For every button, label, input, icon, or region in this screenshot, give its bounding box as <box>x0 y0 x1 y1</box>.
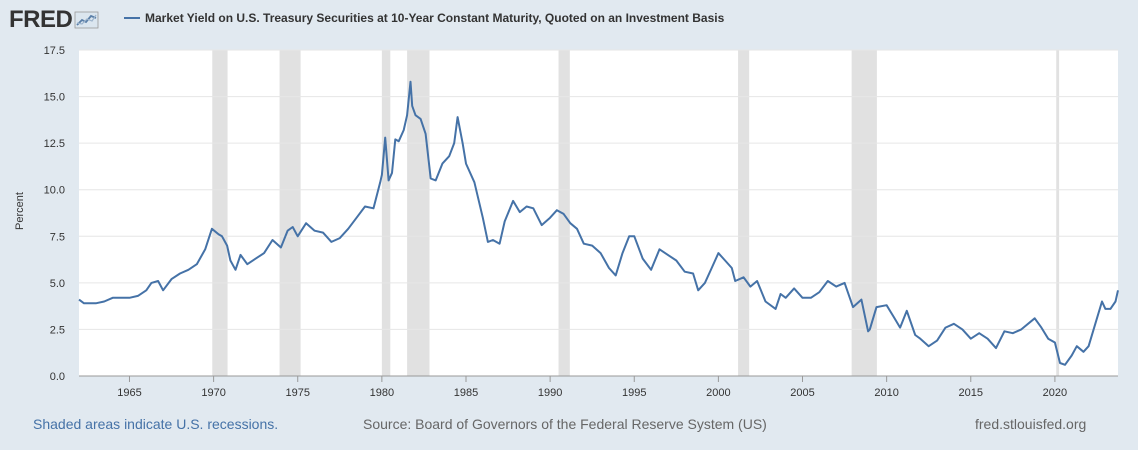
y-axis-label: Percent <box>14 192 26 230</box>
recession-band <box>279 50 301 376</box>
line-chart: Percent 0.0 2.5 5.0 7.5 10.0 12.5 15.0 17.5 1965… <box>14 45 1119 399</box>
y-tick-label: 15.0 <box>44 92 65 104</box>
recession-band <box>407 50 430 376</box>
x-tick-label: 1995 <box>622 387 646 399</box>
series-line <box>78 80 1119 366</box>
y-tick-label: 2.5 <box>50 324 65 336</box>
recession-band <box>212 50 228 376</box>
x-tick-label: 2005 <box>790 387 814 399</box>
recession-band <box>738 50 750 376</box>
recession-band <box>381 50 391 376</box>
x-tick-label: 1970 <box>201 387 225 399</box>
recession-band <box>1056 50 1060 376</box>
source-text: Source: Board of Governors of the Federa… <box>363 416 767 432</box>
x-tick-label: 1990 <box>538 387 562 399</box>
x-tick-label: 2000 <box>706 387 730 399</box>
x-tick-label: 2020 <box>1043 387 1067 399</box>
recession-note-link[interactable]: Shaded areas indicate U.S. recessions. <box>33 416 279 432</box>
site-link[interactable]: fred.stlouisfed.org <box>975 416 1087 432</box>
x-tick-label: 1965 <box>117 387 141 399</box>
plot-area <box>79 50 1118 376</box>
x-tick-label: 2010 <box>874 387 898 399</box>
x-tick-label: 1980 <box>370 387 394 399</box>
recession-band <box>558 50 570 376</box>
chart-legend: Market Yield on U.S. Treasury Securities… <box>124 11 724 25</box>
recession-band <box>851 50 877 376</box>
chart-title: Market Yield on U.S. Treasury Securities… <box>145 11 725 25</box>
chart-line-icon <box>74 11 99 29</box>
y-tick-label: 0.0 <box>50 371 65 383</box>
y-tick-label: 12.5 <box>44 138 65 150</box>
y-tick-label: 10.0 <box>44 185 65 197</box>
y-tick-label: 17.5 <box>44 45 65 57</box>
y-tick-label: 5.0 <box>50 278 65 290</box>
x-tick-label: 2015 <box>959 387 983 399</box>
legend-swatch <box>124 17 140 19</box>
x-tick-label: 1985 <box>454 387 478 399</box>
logo-text: FRED <box>9 6 73 33</box>
x-tick-label: 1975 <box>285 387 309 399</box>
fred-logo[interactable]: FRED <box>9 6 100 34</box>
y-tick-label: 7.5 <box>50 231 65 243</box>
